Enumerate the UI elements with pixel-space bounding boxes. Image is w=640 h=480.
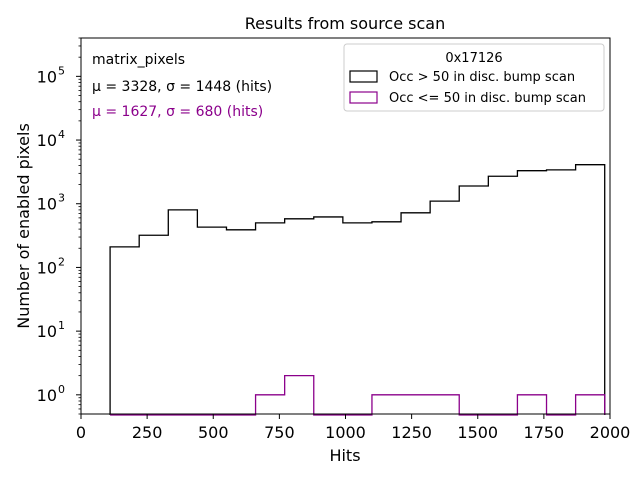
series-layer <box>109 164 606 416</box>
y-tick-label: 10 <box>37 322 57 341</box>
legend-label-series-2: Occ <= 50 in disc. bump scan <box>389 91 586 106</box>
x-tick-label: 500 <box>198 423 229 442</box>
x-tick-label: 250 <box>132 423 163 442</box>
y-tick-label-exponent: 2 <box>58 255 65 268</box>
y-tick-label: 10 <box>37 67 57 86</box>
y-tick-label: 10 <box>37 195 57 214</box>
y-tick-label-exponent: 1 <box>58 319 65 332</box>
x-axis-label: Hits <box>329 446 360 465</box>
chart-title: Results from source scan <box>245 14 445 33</box>
y-axis-label: Number of enabled pixels <box>14 123 33 329</box>
x-tick-label: 1000 <box>325 423 366 442</box>
histogram-series-2 <box>110 375 606 416</box>
annotation-dataset-name: matrix_pixels <box>92 52 185 68</box>
y-tick-label-exponent: 5 <box>58 64 65 77</box>
histogram-series-1 <box>109 164 606 415</box>
y-tick-label-exponent: 0 <box>58 383 65 396</box>
x-tick-label: 1750 <box>524 423 565 442</box>
y-tick-label-exponent: 3 <box>58 192 65 205</box>
x-tick-label: 750 <box>264 423 295 442</box>
annotation-stats-primary: μ = 3328, σ = 1448 (hits) <box>92 79 272 95</box>
legend-title: 0x17126 <box>445 51 502 66</box>
y-tick-label: 10 <box>37 386 57 405</box>
x-tick-label: 2000 <box>590 423 631 442</box>
x-tick-label: 1500 <box>457 423 498 442</box>
y-tick-label-exponent: 4 <box>58 128 65 141</box>
legend: 0x17126 Occ > 50 in disc. bump scan Occ … <box>343 43 605 112</box>
legend-box <box>343 43 605 112</box>
annotation-stats-secondary: μ = 1627, σ = 680 (hits) <box>92 104 263 120</box>
legend-swatch-series-1 <box>349 70 378 83</box>
y-tick-label: 10 <box>37 131 57 150</box>
y-tick-label: 10 <box>37 258 57 277</box>
legend-label-series-1: Occ > 50 in disc. bump scan <box>389 70 575 85</box>
legend-swatch-series-2 <box>349 91 378 104</box>
stats-annotations: matrix_pixels μ = 3328, σ = 1448 (hits) … <box>92 52 272 120</box>
x-tick-label: 1250 <box>391 423 432 442</box>
x-tick-label: 0 <box>76 423 86 442</box>
x-axis: 0 250 500 750 1000 1250 1500 1750 2000 <box>76 414 630 442</box>
